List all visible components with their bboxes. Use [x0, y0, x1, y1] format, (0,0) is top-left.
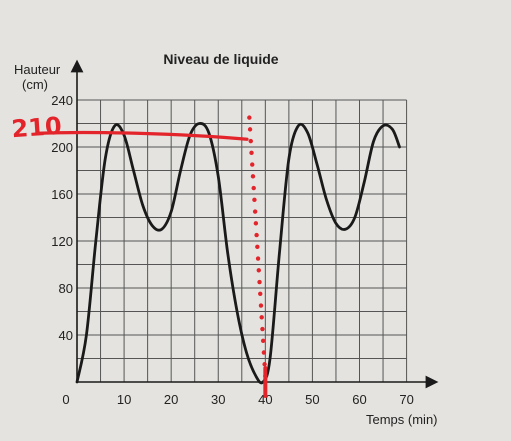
annotation-dot: [260, 338, 266, 343]
series-layer: [75, 122, 401, 385]
annotation-dot: [256, 268, 261, 273]
tick-labels: 0 10 20 30 40 50 60 70 40 80 120 160 200 240: [51, 93, 414, 407]
x-tick-label: 50: [305, 392, 319, 407]
x-tick-label: 40: [258, 392, 272, 407]
annotation-dot: [258, 303, 264, 308]
x-tick-label: 20: [164, 392, 178, 407]
annotation-value-label: 210: [11, 112, 63, 143]
annotation-dot: [255, 256, 261, 261]
y-tick-label: 200: [51, 140, 73, 155]
annotation-dot: [247, 127, 253, 132]
x-tick-label: 30: [211, 392, 225, 407]
x-tick-label: 70: [399, 392, 413, 407]
annotation-dot: [250, 162, 255, 167]
grid: [77, 99, 408, 382]
annotation-dot: [252, 197, 257, 203]
y-axis-unit: (cm): [22, 77, 48, 92]
x-tick-label: 0: [62, 392, 69, 407]
annotation-dot: [262, 362, 267, 367]
x-tick-label: 10: [117, 392, 131, 407]
y-tick-label: 120: [51, 234, 73, 249]
annotation-dot: [248, 138, 253, 144]
series-line: [75, 122, 401, 385]
annotation-dot: [258, 291, 263, 296]
y-tick-label: 240: [51, 93, 73, 108]
annotation-dot: [249, 150, 254, 156]
annotation-layer: 210: [11, 112, 268, 398]
annotation-dot: [252, 209, 258, 214]
y-axis-title: Hauteur: [14, 62, 61, 77]
annotation-dot: [251, 185, 256, 191]
chart-title: Niveau de liquide: [163, 51, 278, 67]
x-axis-title: Temps (min): [366, 412, 438, 427]
y-tick-label: 80: [59, 281, 73, 296]
annotation-dot: [260, 326, 265, 332]
annotation-dot: [250, 174, 256, 179]
axes: [70, 59, 439, 389]
annotation-dot: [255, 244, 260, 250]
x-tick-label: 60: [352, 392, 366, 407]
annotation-dot: [247, 115, 252, 120]
annotation-horizontal-line: [36, 130, 249, 141]
annotation-dot: [261, 350, 267, 355]
y-tick-label: 40: [59, 328, 73, 343]
annotation-dot: [257, 279, 262, 285]
y-tick-label: 160: [51, 187, 73, 202]
annotation-dot: [259, 315, 264, 320]
annotation-dot: [253, 221, 259, 226]
annotation-dot: [254, 232, 259, 238]
